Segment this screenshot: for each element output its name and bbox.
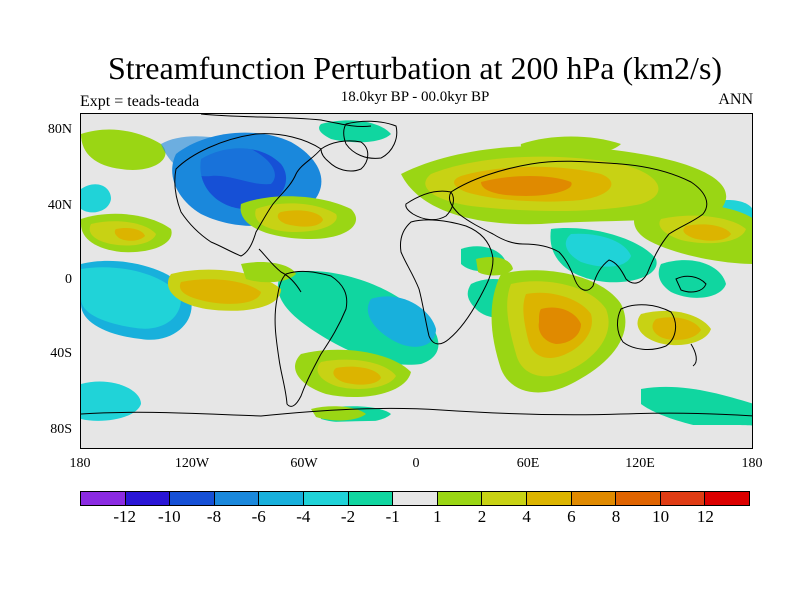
- colorbar-box: [303, 492, 349, 505]
- colorbar-label: -1: [385, 507, 400, 526]
- plot-title: Streamfunction Perturbation at 200 hPa (…: [107, 50, 723, 86]
- continent-outlines: [81, 114, 752, 417]
- lat-label-0: 0: [65, 272, 72, 287]
- experiment-label: Expt = teads-teada: [80, 93, 200, 110]
- lon-label-120w: 120W: [174, 456, 210, 471]
- colorbar-box: [393, 492, 438, 505]
- colorbar-label: -8: [206, 507, 222, 526]
- colorbar-box: [348, 492, 394, 505]
- lat-label-40n: 40N: [47, 198, 72, 213]
- streamfunction-map: [81, 114, 752, 448]
- colorbar-label: -6: [251, 507, 266, 526]
- lat-label-40s: 40S: [50, 346, 72, 361]
- lon-label-60w: 60W: [290, 456, 318, 471]
- colorbar-box: [526, 492, 572, 505]
- positive-anomalies: [81, 136, 752, 448]
- season-label: ANN: [718, 91, 753, 108]
- plot-subtitle: 18.0kyr BP - 00.0kyr BP: [340, 89, 490, 105]
- colorbar-box: [660, 492, 706, 505]
- colorbar-box: [170, 492, 215, 505]
- lon-label-120e: 120E: [625, 456, 655, 471]
- colorbar-label: -2: [340, 507, 356, 526]
- colorbar-label: -4: [296, 507, 311, 526]
- lon-label-180w: 180: [69, 456, 91, 471]
- lon-label-180e: 180: [741, 456, 763, 471]
- colorbar-box: [125, 492, 171, 505]
- map-panel: [80, 113, 753, 449]
- lon-label-60e: 60E: [516, 456, 540, 471]
- lon-label-0: 0: [412, 456, 420, 471]
- colorbar-box: [259, 492, 304, 505]
- colorbar: [80, 491, 750, 506]
- colorbar-box: [705, 492, 749, 505]
- colorbar-label: 2: [477, 507, 487, 526]
- colorbar-label: -10: [157, 507, 181, 526]
- colorbar-label: 4: [522, 507, 531, 526]
- lat-label-80s: 80S: [50, 422, 72, 437]
- colorbar-box: [482, 492, 527, 505]
- colorbar-box: [616, 492, 661, 505]
- colorbar-box: [571, 492, 617, 505]
- negative-anomalies: [81, 120, 752, 434]
- lat-label-80n: 80N: [47, 122, 72, 137]
- colorbar-label: -12: [113, 507, 136, 526]
- colorbar-label: 6: [567, 507, 576, 526]
- colorbar-label: 10: [652, 507, 670, 526]
- colorbar-label: 1: [433, 507, 442, 526]
- colorbar-box: [214, 492, 260, 505]
- colorbar-label: 12: [696, 507, 714, 526]
- colorbar-box: [437, 492, 483, 505]
- colorbar-box: [81, 492, 126, 505]
- colorbar-label: 8: [611, 507, 621, 526]
